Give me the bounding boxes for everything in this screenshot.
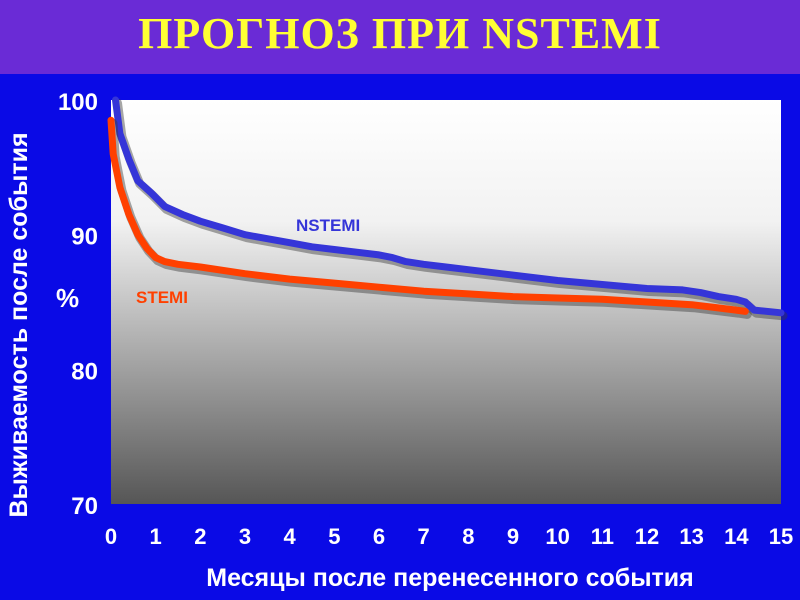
y-tick-label: 100 — [58, 89, 98, 116]
slide-title: ПРОГНОЗ ПРИ NSTEMI — [138, 9, 662, 58]
x-tick-label: 8 — [462, 524, 474, 549]
x-tick-label: 9 — [507, 524, 519, 549]
x-tick-label: 5 — [328, 524, 340, 549]
x-tick-label: 15 — [769, 524, 793, 549]
y-tick-label: 90 — [71, 224, 98, 251]
x-tick-label: 13 — [679, 524, 703, 549]
y-tick-label: 80 — [71, 358, 98, 385]
x-tick-label: 1 — [150, 524, 162, 549]
x-tick-label: 11 — [591, 524, 614, 549]
series-label-nstemi: NSTEMI — [296, 216, 360, 235]
x-tick-label: 7 — [418, 524, 430, 549]
x-tick-label: 2 — [194, 524, 206, 549]
y-tick-label: 70 — [71, 493, 98, 520]
x-axis-label: Месяцы после перенесенного события — [206, 564, 694, 592]
y-axis-label: Выживаемость после события — [5, 132, 33, 517]
x-tick-label: 12 — [635, 524, 659, 549]
series-line-stemi — [107, 116, 749, 315]
title-bar — [0, 0, 800, 74]
series-line-nstemi — [112, 96, 785, 317]
series-label-stemi: STEMI — [136, 288, 188, 307]
x-tick-label: 3 — [239, 524, 251, 549]
x-tick-label: 6 — [373, 524, 385, 549]
x-tick-label: 4 — [284, 524, 297, 549]
x-tick-label: 10 — [545, 524, 569, 549]
x-tick-label: 14 — [724, 524, 749, 549]
x-tick-label: 0 — [105, 524, 117, 549]
y-unit-label: % — [56, 283, 79, 313]
